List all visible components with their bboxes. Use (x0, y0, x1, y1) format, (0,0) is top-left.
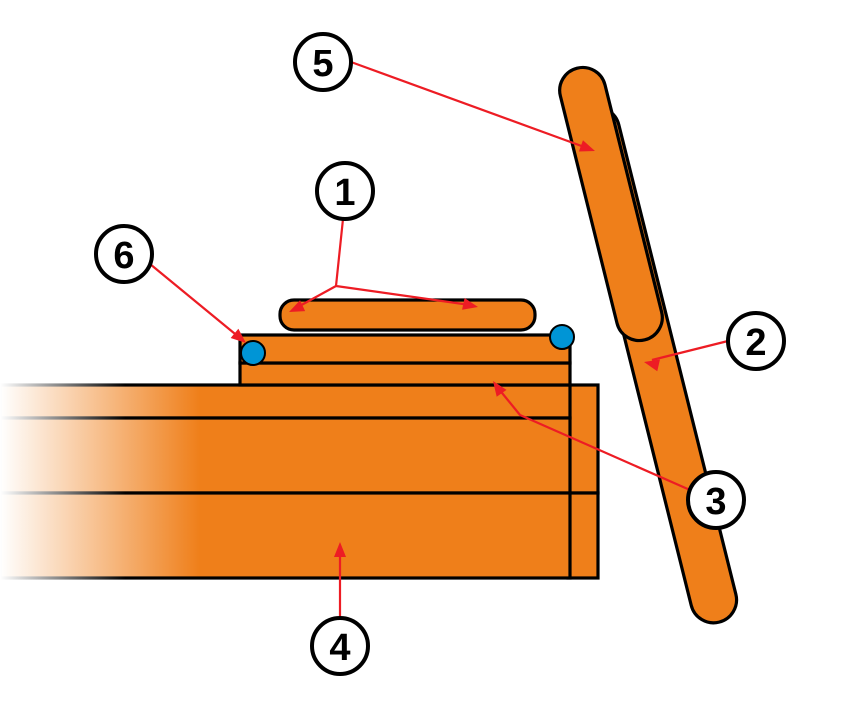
callout-label-6: 6 (113, 235, 134, 277)
callout-leader-1 (296, 219, 470, 308)
pivot-dot-1 (241, 341, 265, 365)
callout-label-1: 1 (334, 172, 355, 214)
back-rail-inner (555, 63, 667, 346)
callout-label-5: 5 (312, 43, 333, 85)
pivot-dot-2 (550, 325, 574, 349)
apron-upper (0, 418, 570, 493)
callout-label-3: 3 (705, 481, 726, 523)
seat-board-upper (240, 335, 570, 363)
callout-leader-5 (351, 62, 587, 148)
callout-leader-6 (150, 264, 240, 338)
side-post-lower (568, 493, 598, 578)
apron-lower (0, 493, 570, 578)
callout-label-2: 2 (745, 322, 766, 364)
transition-band (0, 385, 570, 418)
callout-label-4: 4 (329, 627, 350, 669)
seat-cushion (280, 300, 535, 330)
seat-board-lower (240, 363, 570, 385)
